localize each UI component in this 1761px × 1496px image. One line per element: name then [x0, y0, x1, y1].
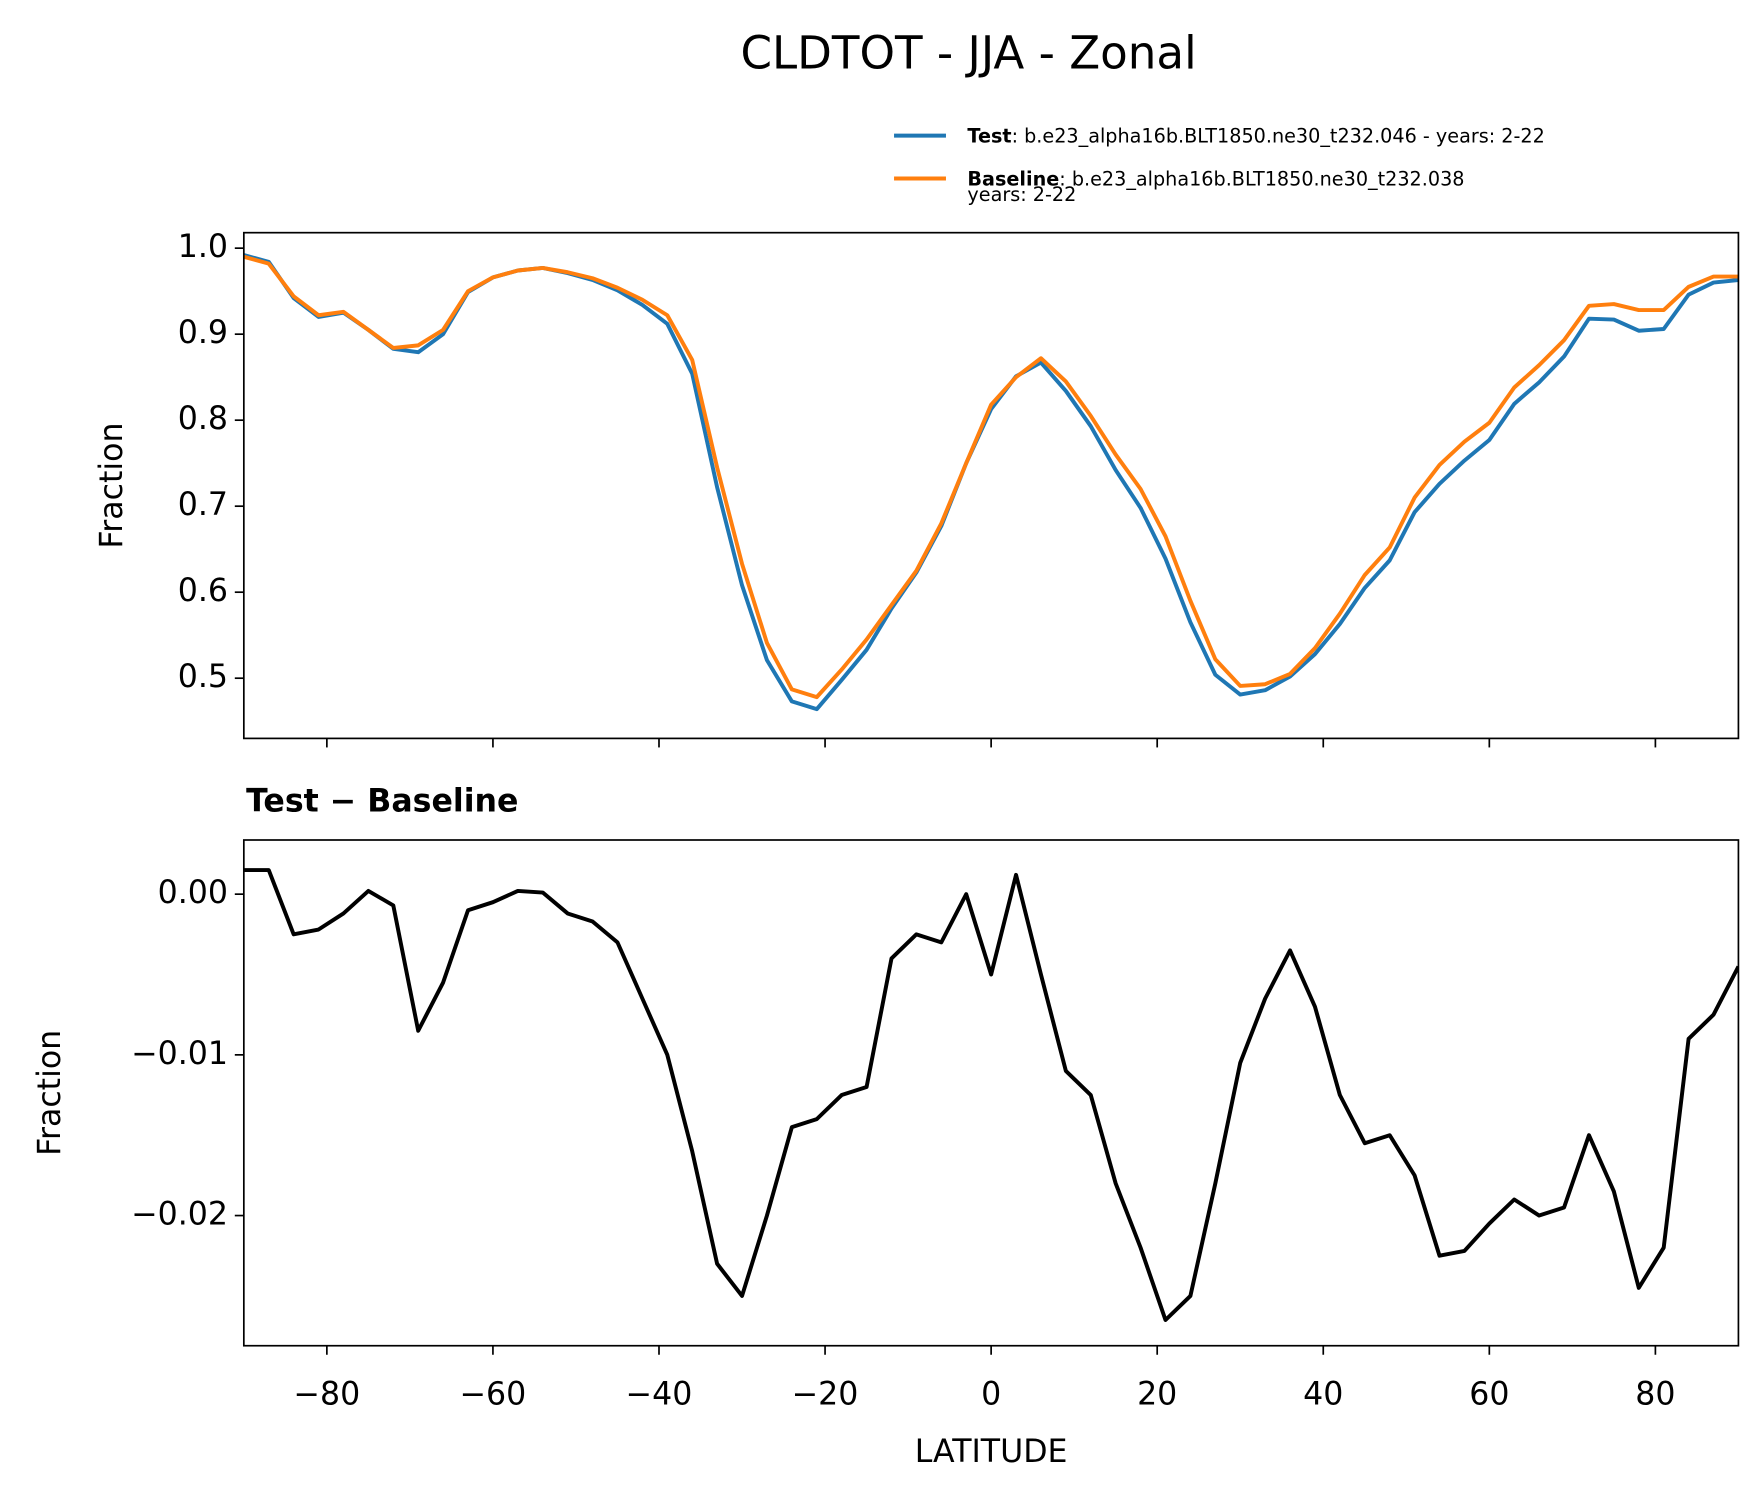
plot-area [243, 253, 1739, 712]
data-line [243, 254, 1739, 700]
x-tick-label: −40 [626, 1376, 693, 1412]
axes-frame [242, 231, 1740, 740]
x-tick-label: 60 [1469, 1376, 1509, 1412]
plot-area [243, 868, 1739, 1322]
subplot-title: Test − Baseline [246, 784, 518, 820]
y-tick-label: 0.00 [158, 875, 228, 911]
legend-entry: Test: b.e23_alpha16b.BLT1850.ne30_t232.0… [967, 124, 1544, 147]
x-tick-label: 40 [1303, 1376, 1343, 1412]
legend-entry: Baseline: b.e23_alpha16b.BLT1850.ne30_t2… [967, 167, 1464, 190]
chart-title: CLDTOT - JJA - Zonal [740, 27, 1196, 80]
y-axis-label: Fraction [32, 1030, 68, 1156]
x-tick-label: 20 [1137, 1376, 1177, 1412]
axes-frame [242, 839, 1740, 1347]
y-tick-label: 1.0 [178, 229, 228, 265]
y-tick-label: 0.6 [178, 573, 228, 609]
legend-detail: : b.e23_alpha16b.BLT1850.ne30_t232.038 [1059, 167, 1464, 190]
y-axis-label: Fraction [94, 422, 130, 548]
data-line [243, 868, 1739, 1322]
x-tick-label: 80 [1635, 1376, 1675, 1412]
legend-detail: : b.e23_alpha16b.BLT1850.ne30_t232.046 -… [1012, 124, 1545, 147]
x-axis-label: LATITUDE [915, 1434, 1068, 1470]
y-tick-label: 0.7 [178, 487, 228, 523]
y-tick-label: −0.01 [131, 1036, 228, 1072]
legend-name: Baseline [967, 167, 1059, 190]
x-tick-label: 0 [981, 1376, 1001, 1412]
y-tick-label: 0.8 [178, 401, 228, 437]
x-tick-label: −60 [460, 1376, 527, 1412]
legend-name: Test [967, 124, 1011, 147]
y-tick-label: 0.5 [178, 659, 228, 695]
x-tick-label: −20 [792, 1376, 859, 1412]
legend-detail-line: years: 2-22 [967, 183, 1076, 206]
x-tick-label: −80 [294, 1376, 361, 1412]
y-tick-label: 0.9 [178, 315, 228, 351]
y-tick-label: −0.02 [131, 1197, 228, 1233]
